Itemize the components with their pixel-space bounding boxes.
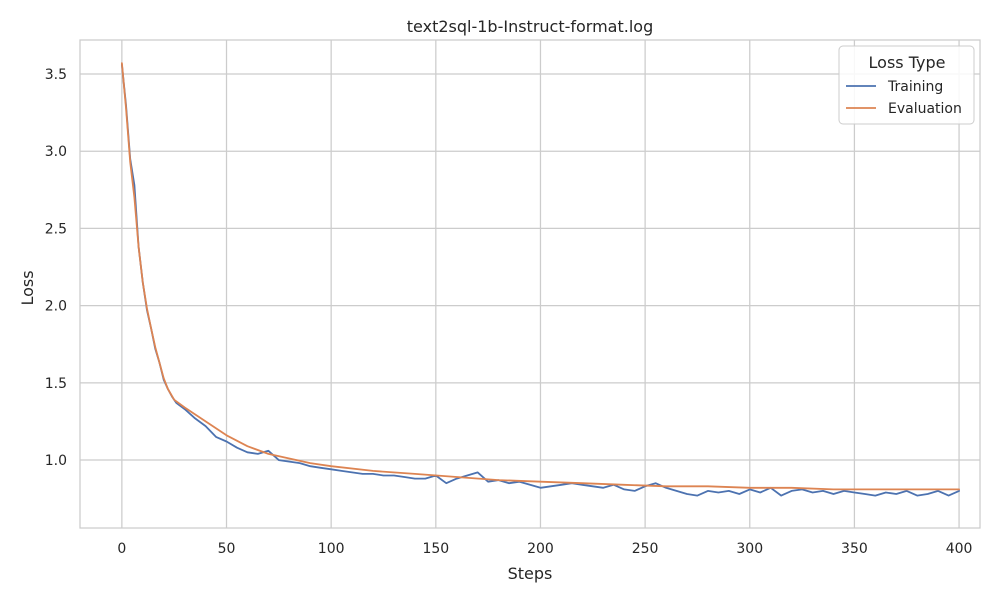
series-line-evaluation	[121, 62, 960, 491]
y-tick-labels: 1.0 1.5 2.0 2.5 3.0 3.5	[45, 67, 67, 469]
legend: Loss Type Training Evaluation	[838, 45, 975, 125]
x-tick-labels: 0 50 100 150 200 250 300 350 400	[117, 541, 972, 557]
legend-label-training: Training	[887, 79, 943, 95]
legend-box	[838, 45, 975, 125]
legend-label-evaluation: Evaluation	[888, 101, 962, 117]
series-lines	[121, 62, 960, 497]
x-tick-label: 250	[632, 541, 659, 557]
y-tick-label: 3.0	[45, 144, 67, 160]
x-tick-label: 50	[218, 541, 236, 557]
x-tick-label: 350	[841, 541, 868, 557]
x-tick-label: 150	[422, 541, 449, 557]
x-tick-label: 400	[946, 541, 973, 557]
chart-title: text2sql-1b-Instruct-format.log	[407, 17, 653, 36]
x-tick-label: 200	[527, 541, 554, 557]
y-axis-label: Loss	[18, 270, 37, 305]
y-tick-label: 3.5	[45, 67, 67, 83]
x-tick-label: 100	[318, 541, 345, 557]
series-line-training	[121, 63, 960, 497]
y-tick-label: 1.5	[45, 376, 67, 392]
x-tick-label: 0	[117, 541, 126, 557]
x-tick-label: 300	[736, 541, 763, 557]
y-tick-label: 2.5	[45, 221, 67, 237]
y-tick-label: 2.0	[45, 299, 67, 315]
legend-title: Loss Type	[869, 53, 946, 72]
plot-background	[80, 40, 980, 528]
y-tick-label: 1.0	[45, 453, 67, 469]
plot-frame	[79, 39, 981, 529]
x-axis-label: Steps	[508, 564, 553, 583]
